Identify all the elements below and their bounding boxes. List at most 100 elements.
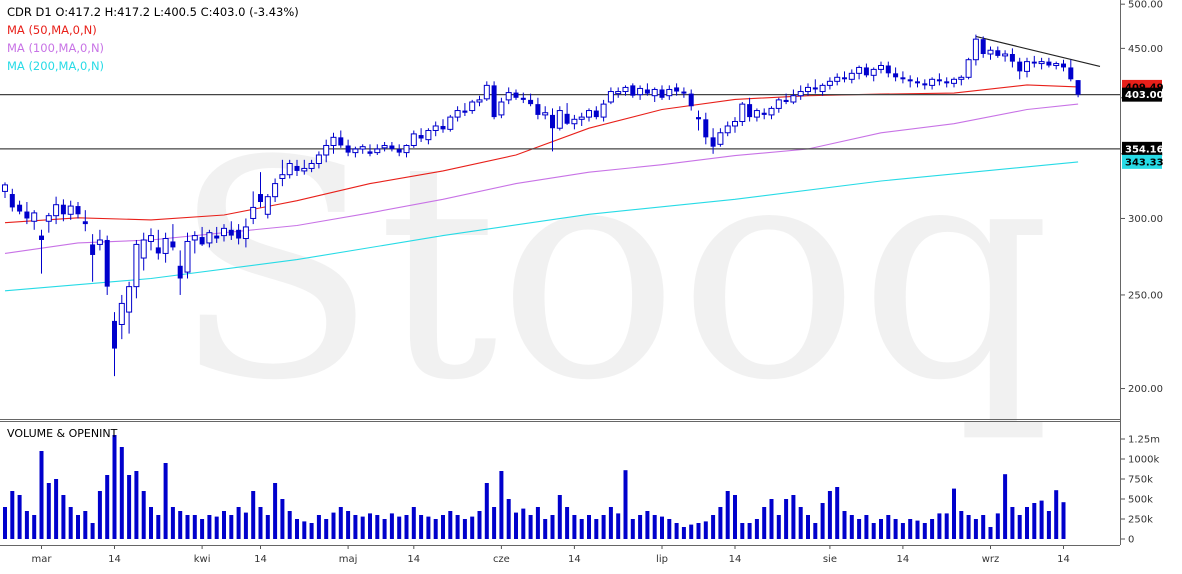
candle [761, 108, 767, 120]
candle-body-up [381, 144, 388, 149]
candle [228, 221, 234, 240]
candle [418, 128, 424, 142]
volume-bar [477, 511, 482, 539]
candle [980, 36, 986, 58]
candle-body-up [330, 136, 337, 146]
candle [965, 57, 972, 80]
price-y-tick-label: 500.00 [1128, 0, 1163, 11]
candle-body-up [67, 205, 74, 215]
candle [170, 224, 176, 251]
volume-bar [886, 515, 891, 539]
candle-body-down [39, 235, 44, 240]
candle-body-up [651, 88, 658, 97]
candle-body-down [177, 265, 183, 279]
candle-body-up [403, 144, 410, 154]
candle-body-up [191, 235, 198, 241]
candle [870, 67, 877, 82]
candle [96, 229, 103, 251]
candle [104, 235, 110, 295]
ma100-legend: MA (100,MA,0,N) [7, 41, 105, 55]
candle-body-down [112, 320, 117, 349]
candle [607, 87, 614, 105]
candle-body-down [535, 104, 541, 115]
volume-y-tick-label: 750k [1128, 475, 1153, 486]
volume-bar [192, 515, 197, 539]
volume-bar [411, 507, 416, 539]
candle [600, 99, 607, 122]
candle [987, 46, 994, 60]
candle-body-down [842, 77, 847, 80]
candle [848, 69, 855, 84]
candle [842, 71, 847, 83]
volume-bar [229, 515, 234, 539]
volume-bar [236, 507, 241, 539]
candle [1053, 61, 1060, 70]
candle [775, 97, 782, 113]
candle-body-down [17, 204, 23, 212]
candle-body-down [863, 67, 869, 76]
candle-body-down [338, 137, 344, 146]
candle [345, 139, 351, 157]
candle-body-up [951, 78, 957, 84]
candle [674, 83, 680, 96]
volume-bar [952, 488, 956, 539]
candle-body-down [1031, 61, 1037, 64]
volume-bar [134, 471, 139, 539]
candle-body-up [622, 86, 629, 93]
volume-bar [703, 521, 708, 539]
candle-body-up [607, 91, 614, 103]
candle [556, 106, 563, 131]
candle [381, 141, 388, 152]
volume-bar [112, 435, 117, 539]
candle-body-up [732, 121, 738, 127]
candle-body-up [972, 38, 979, 61]
candle-body-down [659, 89, 665, 98]
candle-body-up [775, 99, 782, 109]
candle [352, 146, 359, 158]
candle-body-up [739, 103, 746, 123]
candle [155, 229, 161, 260]
x-tick-label: lip [656, 554, 668, 565]
volume-bar [46, 483, 51, 539]
candle-body-down [1017, 61, 1023, 72]
candle [148, 228, 154, 251]
volume-bar [879, 519, 883, 539]
candle-body-down [710, 137, 716, 147]
candle-body-up [272, 183, 279, 198]
volume-bar [798, 507, 803, 539]
trend-line [975, 35, 1101, 68]
volume-bar [857, 519, 862, 539]
candle [951, 77, 957, 88]
x-tick-label: 14 [407, 554, 420, 565]
candle-body-down [389, 145, 395, 150]
candle-body-up [301, 167, 308, 172]
last-value-label: 354.16 [1125, 144, 1164, 155]
candle [805, 83, 811, 96]
candle-body-up [286, 162, 293, 176]
last-value-tag [1122, 141, 1162, 156]
volume-y-tick-label: 500k [1128, 495, 1153, 506]
candle [1024, 57, 1030, 78]
candle-body-down [396, 149, 402, 153]
volume-bar [973, 519, 978, 539]
candle [747, 97, 753, 122]
volume-bar [397, 516, 402, 539]
volume-bar [24, 511, 29, 539]
volume-bar [718, 507, 723, 539]
candle-body-down [915, 81, 920, 84]
volume-bar [528, 515, 533, 539]
candle [528, 93, 534, 107]
candle-body-up [352, 148, 359, 154]
price-panel: 500.00450.00400.00350.00300.00250.00200.… [0, 0, 1164, 395]
candle [644, 83, 650, 96]
candle-body-up [615, 91, 622, 95]
candle-body-down [783, 99, 789, 102]
candle [330, 132, 337, 154]
volume-bar [170, 507, 175, 539]
last-value-label: 343.33 [1125, 157, 1164, 168]
x-tick-label: 14 [108, 554, 121, 565]
ma200-legend: MA (200,MA,0,N) [7, 59, 105, 73]
volume-bar [324, 519, 329, 539]
x-tick-label: 14 [897, 554, 910, 565]
volume-bar [733, 495, 737, 539]
